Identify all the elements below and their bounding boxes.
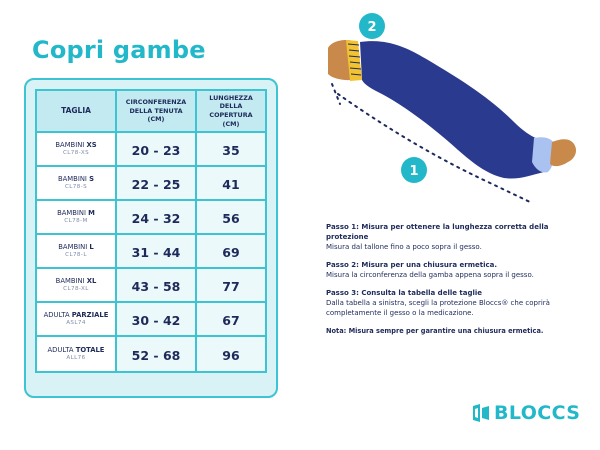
size-label: XL xyxy=(86,277,97,286)
size-group: BAMBINI xyxy=(57,175,87,184)
size-cell: BAMBINI L CL78-L xyxy=(37,235,117,269)
table-header-row: TAGLIA CIRCONFERENZA DELLA TENUTA (CM) LU… xyxy=(37,91,265,133)
band-ticks xyxy=(347,43,362,76)
step-text: Misura la circonferenza della gamba appe… xyxy=(326,270,534,279)
circumference-cell: 52 - 68 xyxy=(117,337,197,371)
marker-2-label: 2 xyxy=(367,20,376,35)
size-cell: ADULTA TOTALE ALL76 xyxy=(37,337,117,371)
page-title: Copri gambe xyxy=(32,36,206,64)
length-cell: 67 xyxy=(197,303,265,337)
size-cell: BAMBINI S CL78-S xyxy=(37,167,117,201)
product-code: CL78-XS xyxy=(62,149,90,156)
circumference-cell: 30 - 42 xyxy=(117,303,197,337)
product-code: CL78-XL xyxy=(63,285,89,292)
size-group: ADULTA xyxy=(47,346,74,355)
length-cell: 35 xyxy=(197,133,265,167)
table-row: BAMBINI XS CL78-XS 20 - 23 35 xyxy=(37,133,265,167)
size-label: XS xyxy=(86,141,97,150)
size-cell: ADULTA PARZIALE ASL74 xyxy=(37,303,117,337)
size-cell: BAMBINI M CL78-M xyxy=(37,201,117,235)
step-2: Passo 2: Misura per una chiusura ermetic… xyxy=(326,261,576,281)
step-title: Passo 2: Misura per una chiusura ermetic… xyxy=(326,260,498,269)
size-label: L xyxy=(89,243,94,252)
length-cell: 96 xyxy=(197,337,265,371)
marker-2-icon xyxy=(359,13,385,39)
product-code: ASL74 xyxy=(66,319,86,326)
brand-logo: BLOCCS xyxy=(470,402,580,424)
note: Nota: Misura sempre per garantire una ch… xyxy=(326,326,544,335)
size-group: BAMBINI xyxy=(55,141,85,150)
step-1: Passo 1: Misura per ottenere la lunghezz… xyxy=(326,223,576,253)
table-row: ADULTA PARZIALE ASL74 30 - 42 67 xyxy=(37,303,265,337)
cover-cuff xyxy=(532,137,555,173)
column-header-length: LUNGHEZZA DELLA COPERTURA (CM) xyxy=(197,91,265,133)
product-code: CL78-S xyxy=(64,183,88,190)
leg-measurement-illustration: 2 1 xyxy=(328,13,576,203)
instructions: Passo 1: Misura per ottenere la lunghezz… xyxy=(326,223,576,336)
size-table-frame: TAGLIA CIRCONFERENZA DELLA TENUTA (CM) LU… xyxy=(24,78,278,398)
table-row: BAMBINI XL CL78-XL 43 - 58 77 xyxy=(37,269,265,303)
table-row: BAMBINI M CL78-M 24 - 32 56 xyxy=(37,201,265,235)
foot-skin xyxy=(550,139,576,167)
leg-cover xyxy=(360,41,544,179)
circumference-cell: 20 - 23 xyxy=(117,133,197,167)
product-code: CL78-M xyxy=(64,217,88,224)
size-group: ADULTA xyxy=(43,311,70,320)
marker-1-label: 1 xyxy=(409,164,418,179)
bloccs-logo-icon xyxy=(473,404,489,422)
step-title: Passo 3: Consulta la tabella delle tagli… xyxy=(326,288,483,297)
length-cell: 77 xyxy=(197,269,265,303)
product-code: CL78-L xyxy=(65,251,87,258)
size-label: TOTALE xyxy=(75,346,105,355)
column-header-size: TAGLIA xyxy=(37,91,117,133)
step-text: Misura dal tallone fino a poco sopra il … xyxy=(326,242,482,251)
size-group: BAMBINI xyxy=(58,243,88,252)
table-row: BAMBINI S CL78-S 22 - 25 41 xyxy=(37,167,265,201)
table-row: BAMBINI L CL78-L 31 - 44 69 xyxy=(37,235,265,269)
step-3: Passo 3: Consulta la tabella delle tagli… xyxy=(326,289,576,319)
product-code: ALL76 xyxy=(66,354,86,361)
logo-text: BLOCCS xyxy=(494,402,581,424)
size-cell: BAMBINI XL CL78-XL xyxy=(37,269,117,303)
size-group: BAMBINI xyxy=(57,209,86,218)
length-cell: 69 xyxy=(197,235,265,269)
circumference-cell: 43 - 58 xyxy=(117,269,197,303)
length-cell: 56 xyxy=(197,201,265,235)
size-table: TAGLIA CIRCONFERENZA DELLA TENUTA (CM) LU… xyxy=(35,89,267,373)
size-label: M xyxy=(88,209,95,218)
marker-1-icon xyxy=(401,157,427,183)
circumference-cell: 31 - 44 xyxy=(117,235,197,269)
size-label: PARZIALE xyxy=(71,311,109,320)
length-cell: 41 xyxy=(197,167,265,201)
circumference-cell: 22 - 25 xyxy=(117,167,197,201)
column-header-circumference: CIRCONFERENZA DELLA TENUTA (CM) xyxy=(117,91,197,133)
step-title: Passo 1: Misura per ottenere la lunghezz… xyxy=(326,223,549,241)
table-row: ADULTA TOTALE ALL76 52 - 68 96 xyxy=(37,337,265,371)
step-text: Dalla tabella a sinistra, scegli la prot… xyxy=(326,298,550,317)
size-label: S xyxy=(89,175,94,184)
size-cell: BAMBINI XS CL78-XS xyxy=(37,133,117,167)
size-group: BAMBINI xyxy=(55,277,85,286)
length-measure-line xyxy=(337,93,531,203)
circumference-cell: 24 - 32 xyxy=(117,201,197,235)
